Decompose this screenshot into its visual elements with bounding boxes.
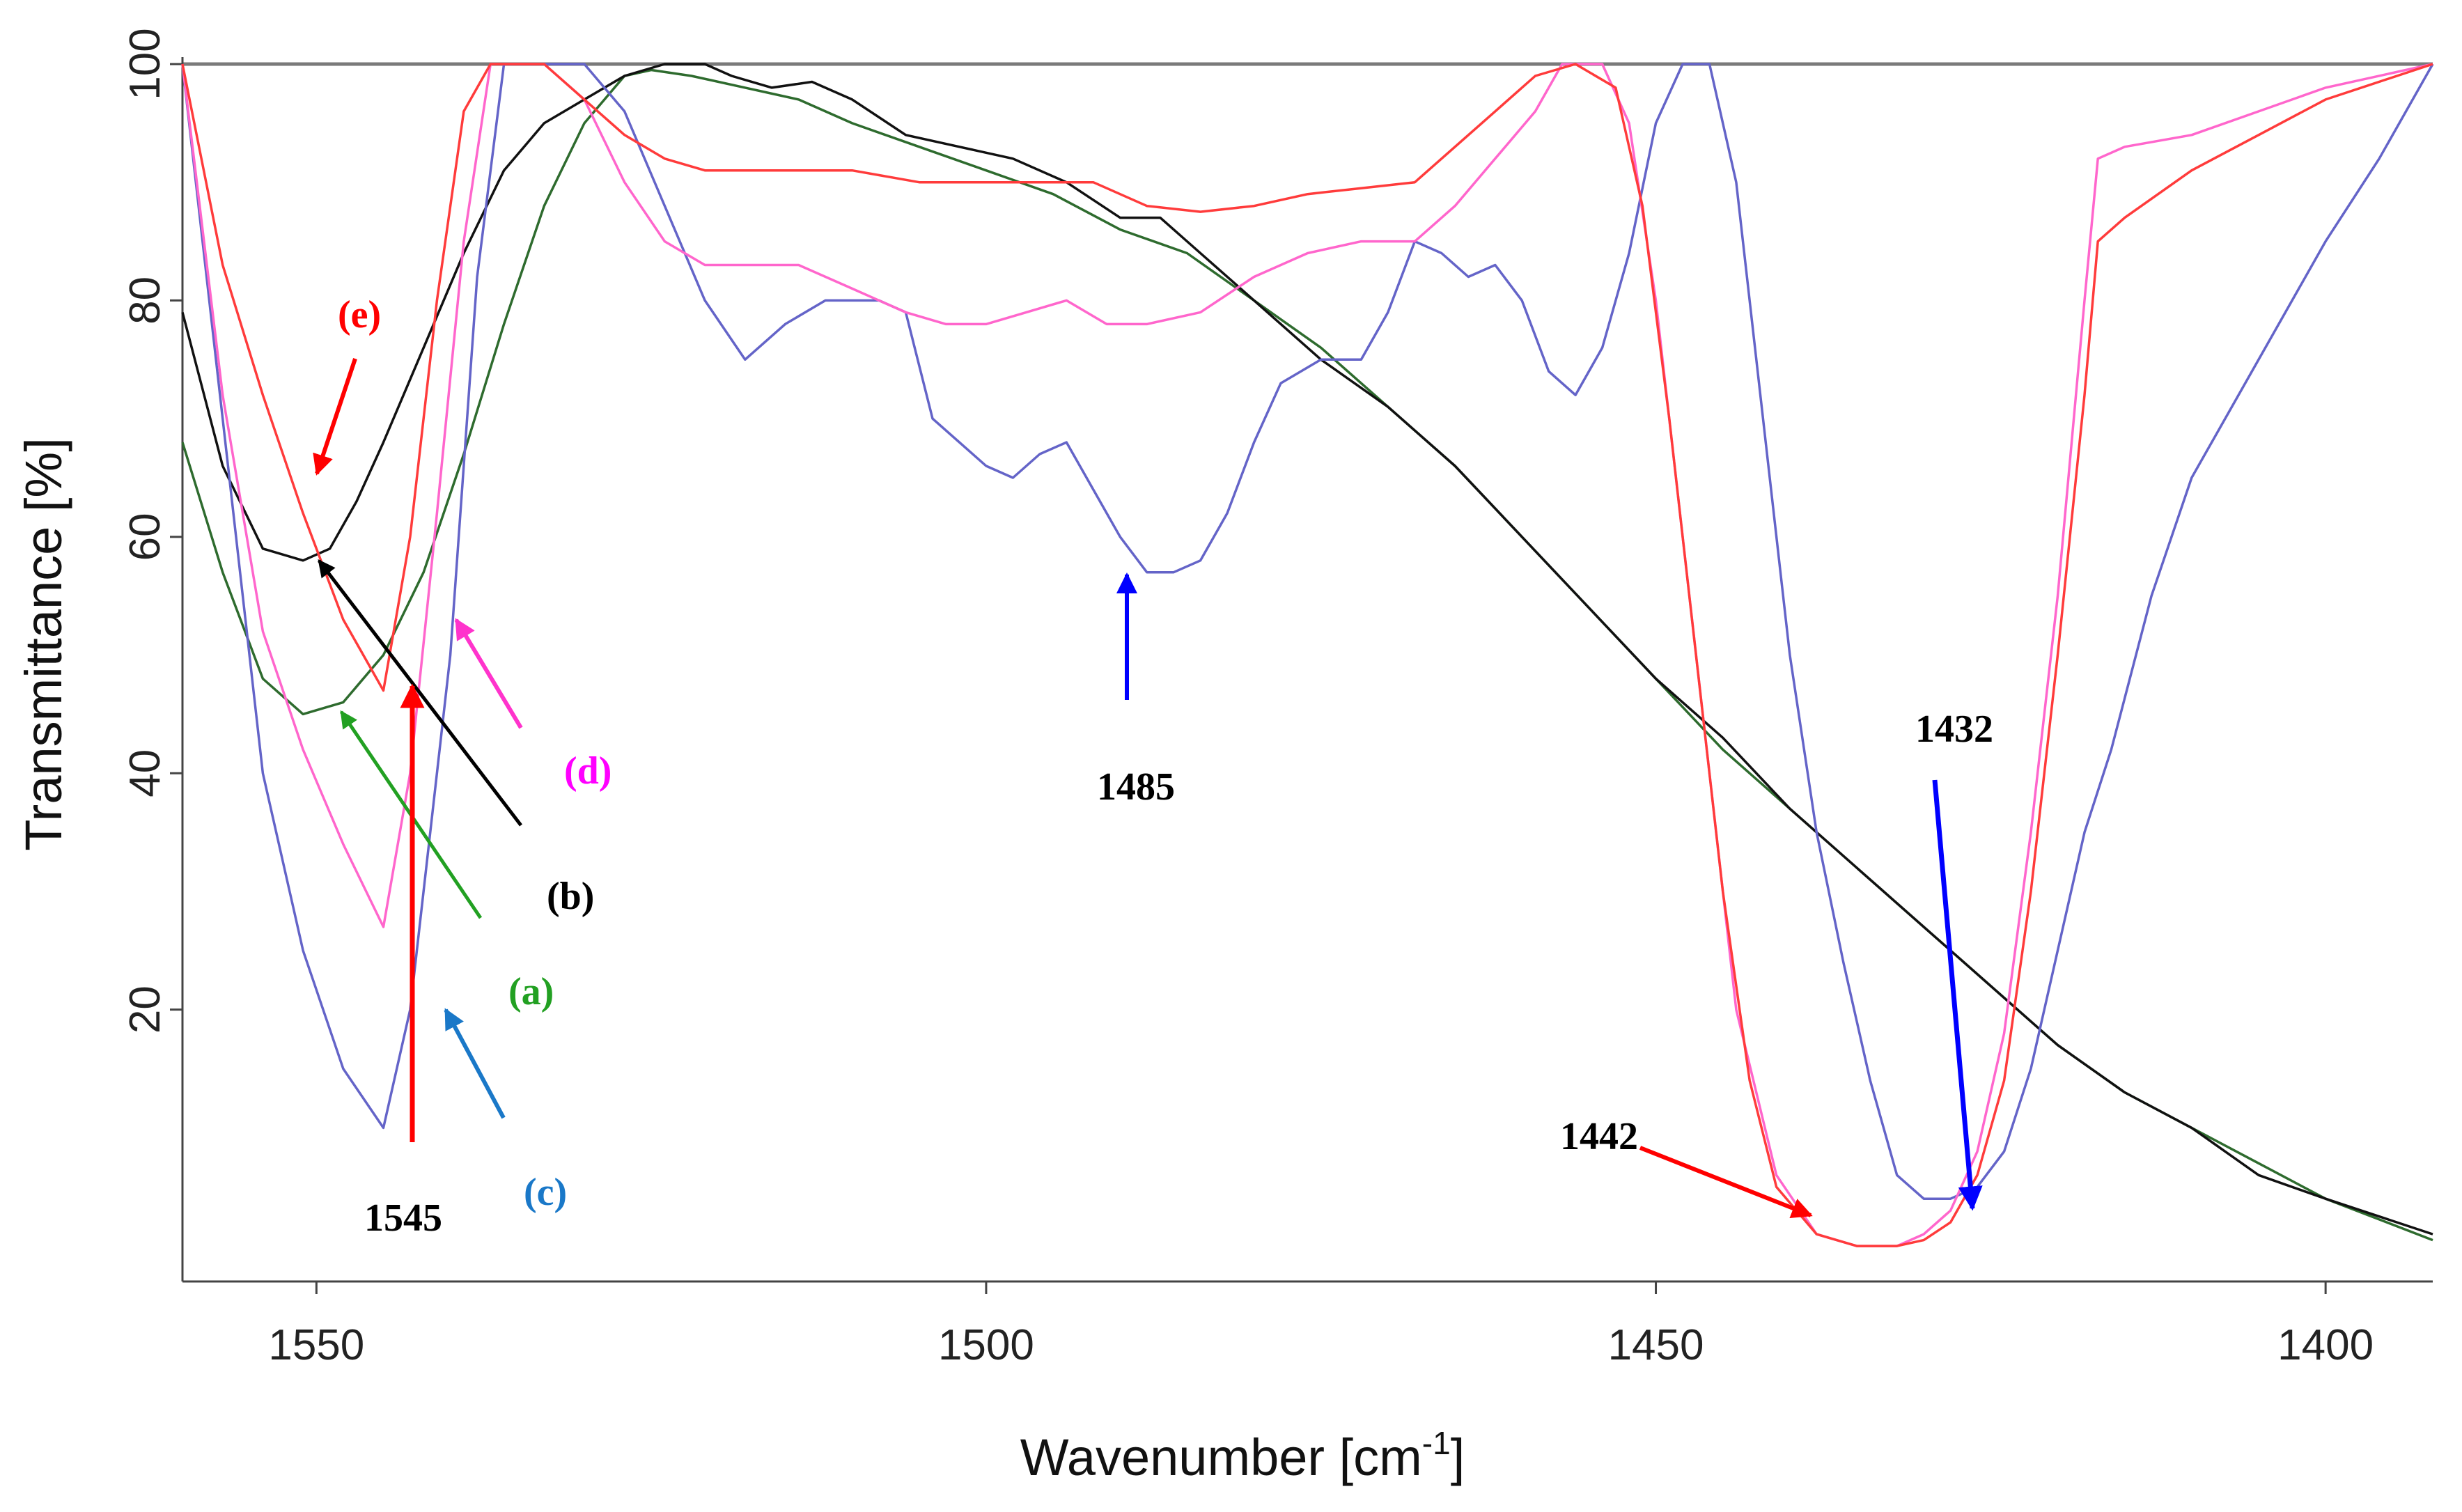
x-axis-title: Wavenumber [cm-1] <box>1020 1425 1465 1486</box>
label-e: (e) <box>338 293 381 336</box>
label-b: (b) <box>547 875 594 918</box>
y-tick-label: 20 <box>121 985 169 1034</box>
y-tick-label: 60 <box>121 513 169 561</box>
x-tick-label: 1500 <box>938 1321 1034 1369</box>
label-c: (c) <box>524 1171 567 1214</box>
x-tick-label: 1400 <box>2277 1321 2374 1369</box>
arrow-b <box>318 559 522 827</box>
series-line-a <box>181 68 2433 1242</box>
series-line-d <box>181 63 2433 1247</box>
label-1442: 1442 <box>1560 1115 1638 1158</box>
x-tick-label: 1550 <box>268 1321 364 1369</box>
x-tick-label: 1450 <box>1608 1321 1704 1369</box>
arrow-e <box>313 358 357 476</box>
arrow-1432 <box>1932 779 1983 1211</box>
label-d: (d) <box>564 749 611 793</box>
annotation-labels: (e) (d) (b) (a) (c) 1545 1485 1432 1442 <box>338 293 1993 1240</box>
arrow-d <box>454 618 523 729</box>
arrow-1442 <box>1639 1146 1813 1219</box>
y-tick-label: 100 <box>121 28 169 100</box>
arrow-c <box>444 1008 506 1119</box>
series-line-c <box>181 63 2434 1200</box>
y-tick-label: 40 <box>121 749 169 797</box>
label-1485: 1485 <box>1097 765 1175 809</box>
axes: 20 40 60 80 100 1550 1500 1450 1400 <box>121 28 2433 1369</box>
label-a: (a) <box>508 970 554 1013</box>
label-1432: 1432 <box>1915 708 1993 751</box>
y-axis-title: Transmittance [%] <box>15 437 72 851</box>
series-group <box>181 63 2434 1247</box>
series-line-b <box>181 63 2433 1236</box>
series-line-e <box>181 63 2433 1247</box>
y-tick-label: 80 <box>121 276 169 325</box>
label-1545: 1545 <box>364 1197 442 1240</box>
annotation-arrows <box>313 358 1983 1219</box>
